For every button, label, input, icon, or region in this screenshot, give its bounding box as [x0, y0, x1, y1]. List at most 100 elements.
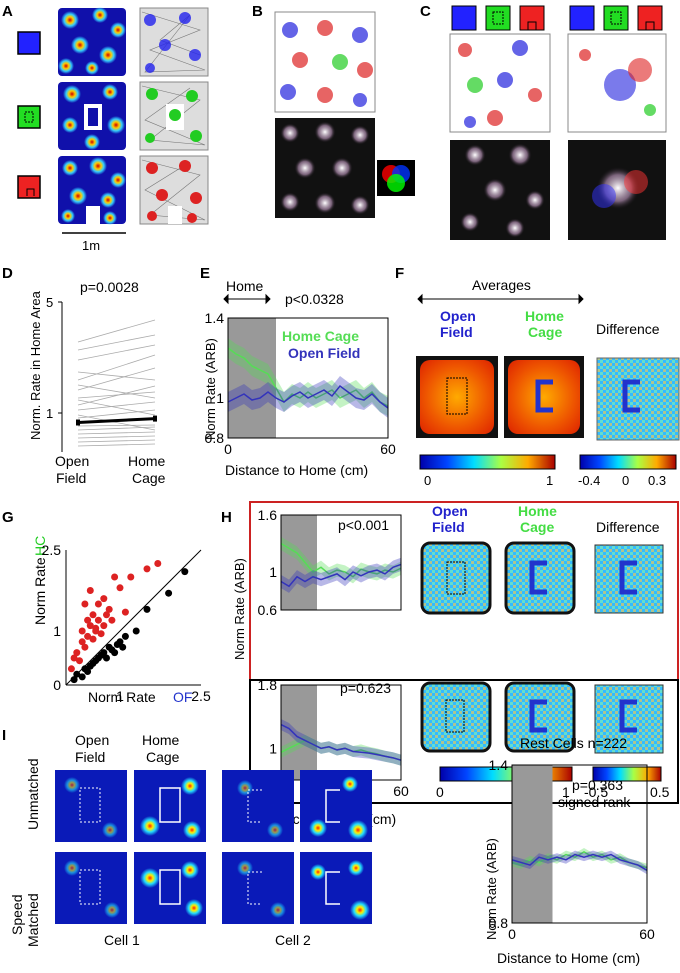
scatter-point: [70, 676, 78, 684]
panel-j: Rest Cells n=222 Norm Rate (ARB) 1.4 0.80…: [484, 735, 655, 966]
series-band-home-cage: [228, 338, 388, 416]
panel-i-row2-line2: Matched: [25, 893, 41, 947]
scatter-point: [105, 605, 113, 613]
y-tick-label: 1: [269, 740, 277, 756]
scatter-point: [73, 670, 81, 678]
home-zone-shade: [281, 515, 317, 610]
identity-line: [65, 549, 202, 686]
avg-map-open-field: [416, 356, 498, 438]
i-map-cell1-hc-unmatched: [134, 770, 206, 842]
panel-f-averages: Averages: [472, 277, 531, 293]
scatter-point: [92, 624, 100, 632]
scatter-point: [132, 627, 140, 635]
i-map-cell1-hc-matched: [134, 852, 206, 924]
panel-label-e: E: [200, 265, 210, 282]
rate-map-a1: [58, 7, 126, 76]
panel-i-row1: Unmatched: [25, 758, 41, 830]
scatter-point: [181, 568, 189, 576]
h-map-top-hc: [504, 541, 576, 615]
trajectory-map-a2: [139, 81, 209, 151]
scatter-point: [94, 616, 102, 624]
series-line-open-field: [280, 563, 402, 588]
panel-g-ylabel-hc: HC: [32, 536, 48, 556]
scatter-point: [100, 595, 108, 603]
i-map-cell2-hc-matched: [300, 852, 372, 924]
panel-d-xcat2-line2: Cage: [132, 470, 166, 486]
y-tick-label: 1.8: [258, 677, 278, 693]
scatter-point: [100, 622, 108, 630]
condition-icon-c1: [451, 5, 477, 31]
y-tick-label: 0.6: [258, 602, 278, 618]
panel-j-chart: 1.4 0.80 60: [489, 757, 655, 942]
colorbar-f-diff-max: 0.3: [648, 473, 666, 488]
home-zone-shade: [512, 765, 553, 923]
panel-g-chart: 2.5 1 0 1 2.5: [42, 542, 211, 704]
panel-c: [449, 5, 667, 240]
panel-h-top-chart: 1.6 1 0.6: [258, 507, 402, 618]
panel-i-col2-line1: Home: [142, 732, 180, 748]
scatter-point: [84, 616, 92, 624]
scatter-point: [103, 654, 110, 662]
scatter-point: [119, 643, 127, 651]
panel-e-home-bracket: [223, 293, 271, 305]
plot-frame: [227, 317, 389, 439]
panel-j-pvalue: p=0.363: [572, 777, 623, 793]
scatter-point: [81, 643, 89, 651]
scatter-point: [116, 584, 124, 592]
panel-j-test: signed rank: [558, 794, 631, 810]
scatter-point: [111, 649, 119, 657]
panel-e-pvalue: p<0.0328: [285, 291, 344, 307]
panel-d-mean-line: [77, 417, 156, 424]
panel-d-pvalue: p=0.0028: [80, 279, 139, 295]
scatter-point: [154, 560, 162, 567]
scatter-point: [165, 589, 173, 597]
panel-i-cell1: Cell 1: [104, 932, 140, 948]
plot-frame: [280, 514, 402, 611]
panel-g: Norm Rate HC 2.5 1 0 1 2.5 Norm Rate OF: [32, 536, 211, 705]
scatter-point: [78, 627, 86, 635]
rate-map-a3: [58, 156, 126, 225]
panel-g-ylabel: Norm Rate: [32, 557, 48, 625]
x-tick-label: 60: [639, 926, 655, 942]
y-tick-label: 0.8: [205, 430, 225, 446]
panel-label-b: B: [252, 3, 263, 20]
panel-label-d: D: [2, 265, 13, 282]
panel-d: p=0.0028 Norm. Rate in Home Area 5 1 Ope…: [28, 279, 166, 486]
i-map-cell1-of-matched: [55, 852, 127, 924]
scatter-point: [84, 632, 92, 640]
y-tick-label: 1.4: [489, 757, 509, 773]
panel-f-col2-line2: Cage: [528, 324, 562, 340]
panel-i-col2-line2: Cage: [146, 749, 180, 765]
scatter-point: [86, 587, 94, 594]
i-map-cell2-hc-unmatched: [300, 770, 372, 842]
panel-h-ylabel: Norm Rate (ARB): [232, 558, 247, 660]
trajectory-map-a3: [139, 155, 209, 225]
scatter-point: [76, 657, 83, 665]
scatter-point: [73, 649, 81, 657]
rate-map-a2: [58, 82, 126, 150]
panel-f-col1-line2: Field: [440, 324, 473, 340]
i-map-cell1-of-unmatched: [55, 770, 127, 842]
series-line-open-field: [511, 853, 648, 871]
scatter-point: [121, 632, 129, 640]
home-zone-shade: [228, 318, 276, 438]
scatter-point: [127, 573, 135, 581]
panel-e: Home p<0.0328 Norm Rate (ARB) 1.4 1 0.80 60…: [203, 278, 396, 478]
panel-label-i: I: [2, 727, 6, 744]
panel-i-row2-line1: Speed: [9, 895, 25, 935]
scatter-point: [103, 611, 110, 619]
scatter-point: [143, 565, 151, 573]
panel-h-pvalue-top: p<0.001: [338, 517, 389, 533]
colorbar-h-rate-min: 0: [436, 784, 444, 800]
panel-i-col1-line2: Field: [75, 749, 105, 765]
panel-h-bottom-chart: 1.810.6060: [258, 677, 409, 799]
panel-e-ylabel: Norm Rate (ARB): [203, 338, 218, 440]
series-line-open-field: [280, 723, 402, 761]
panel-j-xlabel: Distance to Home (cm): [497, 950, 640, 966]
panel-d-ylabel: Norm. Rate in Home Area: [28, 290, 43, 440]
panel-e-home-label: Home: [226, 278, 264, 294]
panel-f-bracket: [417, 293, 584, 305]
panel-b: [274, 11, 415, 218]
y-tick-label: 1: [216, 390, 224, 406]
